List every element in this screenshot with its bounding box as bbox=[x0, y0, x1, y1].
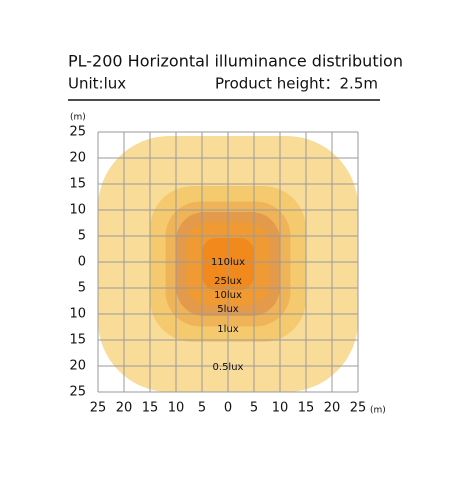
level-label: 10lux bbox=[214, 290, 242, 301]
x-tick-label: 20 bbox=[324, 401, 341, 416]
chart-title: PL-200 Horizontal illuminance distributi… bbox=[68, 52, 403, 71]
x-tick-label: 20 bbox=[116, 401, 133, 416]
x-tick-label: 0 bbox=[224, 401, 232, 416]
y-tick-label: 20 bbox=[69, 359, 86, 374]
level-label: 5lux bbox=[217, 304, 238, 315]
y-tick-label: 25 bbox=[69, 385, 86, 400]
level-label: 1lux bbox=[217, 324, 238, 335]
y-tick-label: 0 bbox=[78, 255, 86, 270]
unit-label: Unit:lux bbox=[68, 75, 126, 93]
x-tick-label: 10 bbox=[168, 401, 185, 416]
y-tick-label: 5 bbox=[78, 229, 86, 244]
y-tick-label: 15 bbox=[69, 333, 86, 348]
level-label: 25lux bbox=[214, 276, 242, 287]
y-tick-label: 10 bbox=[69, 203, 86, 218]
grid: 25 20 15 10 5 0 5 10 15 20 25 25 20 15 10 5 0 5 10 15 20 25 bbox=[69, 125, 366, 416]
x-tick-label: 25 bbox=[350, 401, 367, 416]
x-tick-label: 5 bbox=[198, 401, 206, 416]
y-tick-label: 10 bbox=[69, 307, 86, 322]
height-label: Product height：2.5m bbox=[215, 75, 378, 93]
x-tick-label: 25 bbox=[90, 401, 107, 416]
level-label: 110lux bbox=[211, 257, 245, 268]
x-tick-label: 10 bbox=[272, 401, 289, 416]
x-tick-label: 5 bbox=[250, 401, 258, 416]
y-tick-label: 20 bbox=[69, 151, 86, 166]
y-tick-label: 15 bbox=[69, 177, 86, 192]
y-tick-label: 5 bbox=[78, 281, 86, 296]
x-unit: (m) bbox=[370, 406, 386, 416]
x-tick-label: 15 bbox=[142, 401, 159, 416]
level-labels: 0.5lux 1lux 5lux 10lux 25lux 110lux bbox=[211, 257, 245, 373]
level-label: 0.5lux bbox=[213, 362, 244, 373]
y-tick-label: 25 bbox=[69, 125, 86, 140]
y-unit: (m) bbox=[70, 113, 86, 123]
x-tick-label: 15 bbox=[298, 401, 315, 416]
